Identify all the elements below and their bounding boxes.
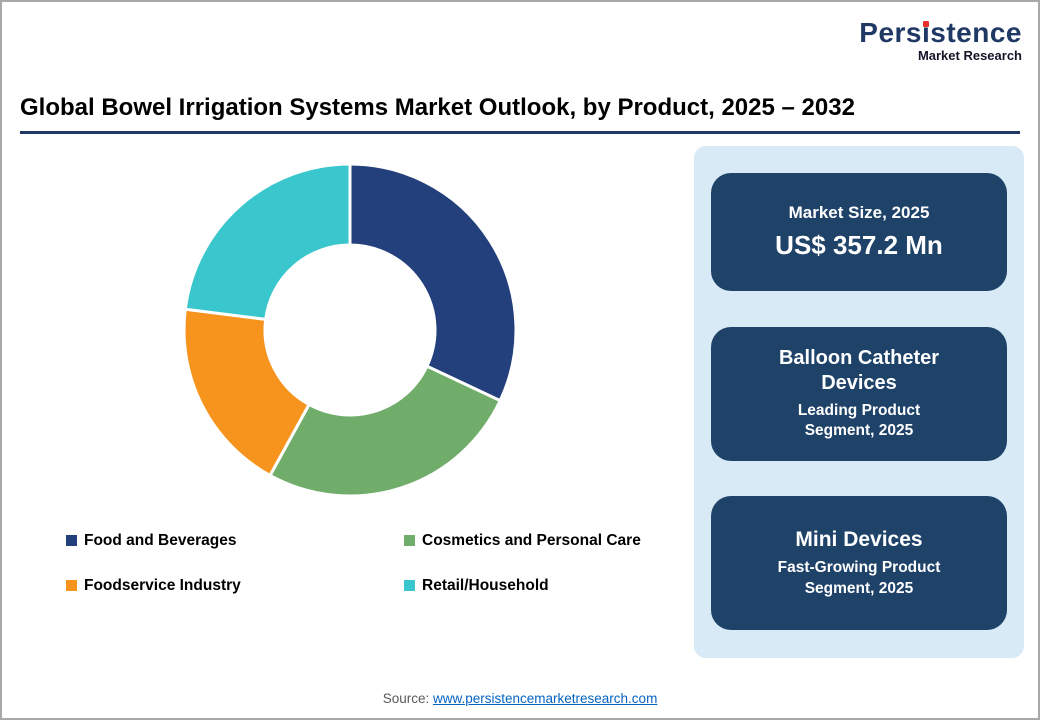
stat-box-title: Balloon Catheter Devices (778, 346, 940, 394)
donut-slice-1 (267, 363, 503, 498)
legend-swatch (66, 580, 77, 592)
content: Food and Beverages Cosmetics and Persona… (2, 134, 1038, 658)
stat-box-subtitle: Fast-Growing Product Segment, 2025 (777, 559, 941, 597)
chart-area: Food and Beverages Cosmetics and Persona… (16, 146, 684, 595)
stat-box-value: US$ 357.2 Mn (775, 229, 943, 260)
legend-swatch (66, 535, 77, 547)
stat-box-title: Market Size, 2025 (788, 202, 930, 222)
chart-legend: Food and Beverages Cosmetics and Persona… (16, 532, 684, 595)
donut-slice-2 (182, 307, 312, 478)
stat-box-leading-segment: Balloon Catheter Devices Leading Product… (711, 326, 1007, 461)
stat-box-fast-growing-segment: Mini Devices Fast-Growing Product Segmen… (711, 495, 1007, 630)
legend-item: Foodservice Industry (66, 577, 404, 595)
donut-chart (182, 162, 518, 498)
donut-slice-0 (348, 162, 518, 403)
donut-slice-3 (183, 162, 352, 321)
stat-box-subtitle: Leading Product Segment, 2025 (797, 401, 921, 440)
logo-i-red-dot: ı (922, 17, 931, 48)
legend-label: Cosmetics and Personal Care (422, 531, 641, 549)
logo-wordmark: Persıstence (859, 17, 1022, 48)
stat-box-title: Mini Devices (795, 528, 923, 552)
legend-label: Food and Beverages (84, 531, 237, 549)
legend-item: Retail/Household (404, 577, 684, 595)
header: Persıstence Market Research (2, 2, 1038, 88)
stat-box-market-size: Market Size, 2025 US$ 357.2 Mn (711, 173, 1007, 292)
legend-swatch (404, 535, 415, 547)
source-line: Source: www.persistencemarketresearch.co… (2, 691, 1038, 706)
source-link[interactable]: www.persistencemarketresearch.com (432, 691, 658, 706)
page-title: Global Bowel Irrigation Systems Market O… (20, 94, 1020, 134)
legend-swatch (404, 580, 415, 592)
legend-item: Cosmetics and Personal Care (404, 532, 684, 550)
pmr-logo: Persıstence Market Research (859, 17, 1022, 64)
logo-text-pre: Pers (859, 17, 922, 48)
legend-item: Food and Beverages (66, 532, 404, 550)
logo-subtitle: Market Research (917, 48, 1022, 64)
logo-text-post: stence (930, 17, 1022, 48)
highlight-panel: Market Size, 2025 US$ 357.2 Mn Balloon C… (694, 145, 1024, 658)
source-label: Source: (382, 691, 430, 706)
legend-label: Foodservice Industry (84, 576, 241, 594)
legend-label: Retail/Household (422, 576, 549, 594)
